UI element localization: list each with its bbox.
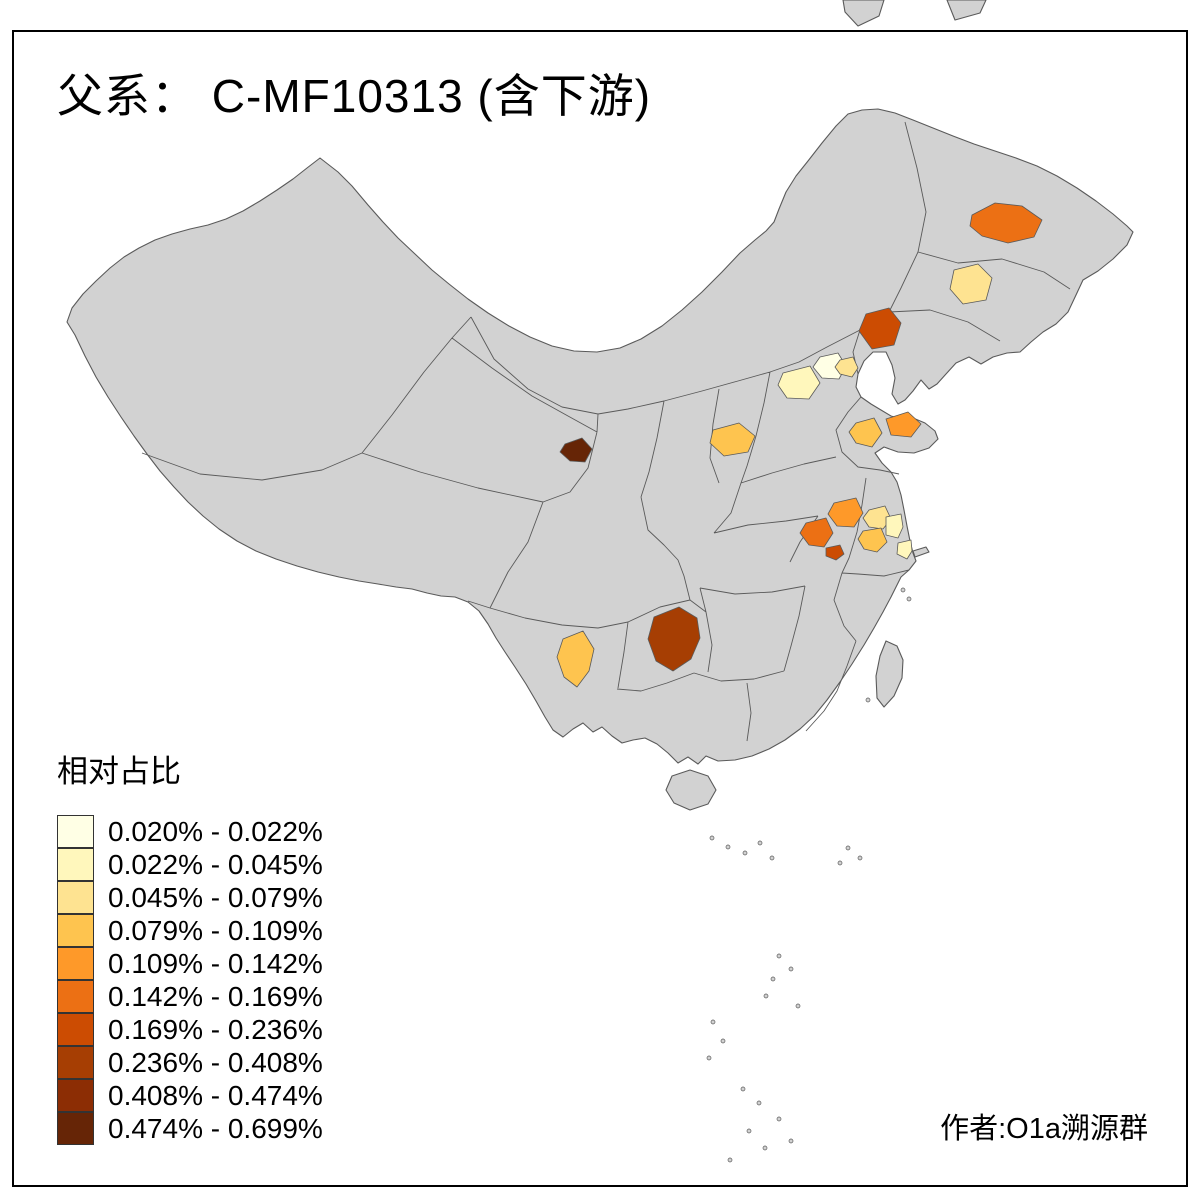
legend: 相对占比 0.020% - 0.022% 0.022% - 0.045% 0.045…: [57, 746, 323, 1145]
legend-label: 0.020% - 0.022%: [108, 815, 323, 847]
attribution: 作者:O1a溯源群: [940, 1113, 1148, 1145]
island-dot: [763, 993, 769, 999]
legend-swatch: [57, 1079, 94, 1112]
legend-entries: 0.020% - 0.022% 0.022% - 0.045% 0.045% - 0…: [57, 815, 323, 1145]
legend-entry: 0.142% - 0.169%: [57, 980, 323, 1013]
legend-swatch: [57, 815, 94, 848]
legend-swatch: [57, 1013, 94, 1046]
sea-islands: [706, 587, 912, 1163]
region-anhui-west: [799, 517, 834, 548]
hainan-island: [665, 769, 717, 811]
region-henan-north: [709, 422, 756, 457]
legend-title: 相对占比: [57, 754, 181, 789]
region-beijing: [812, 352, 847, 380]
legend-label: 0.109% - 0.142%: [108, 947, 323, 979]
region-heilongjiang-west: [969, 202, 1043, 244]
legend-swatch: [57, 947, 94, 980]
island-dot: [776, 953, 782, 959]
legend-label: 0.474% - 0.699%: [108, 1112, 323, 1144]
legend-entry: 0.169% - 0.236%: [57, 1013, 323, 1046]
region-qinghai-east: [559, 437, 593, 463]
legend-label: 0.236% - 0.408%: [108, 1046, 323, 1078]
region-hebei-central: [777, 365, 821, 400]
map-fragment: [842, 0, 885, 27]
island-dot: [720, 1038, 726, 1044]
island-dot: [788, 1138, 794, 1144]
legend-entry: 0.109% - 0.142%: [57, 947, 323, 980]
region-tangshan-area: [834, 356, 859, 378]
island-dot: [865, 697, 871, 703]
island-dot: [762, 1145, 768, 1151]
highlighted-prefectures: [556, 202, 1043, 688]
island-dot: [845, 845, 851, 851]
island-dot: [770, 976, 776, 982]
region-jiangsu-central: [862, 505, 892, 530]
legend-entry: 0.236% - 0.408%: [57, 1046, 323, 1079]
island-dot: [725, 844, 731, 850]
legend-entry: 0.474% - 0.699%: [57, 1112, 323, 1145]
region-jiangsu-east: [885, 513, 904, 539]
province-borders: [141, 121, 1071, 742]
island-dot: [740, 1086, 746, 1092]
legend-entry: 0.408% - 0.474%: [57, 1079, 323, 1112]
region-yunnan-central: [556, 630, 595, 688]
legend-label: 0.169% - 0.236%: [108, 1013, 323, 1045]
legend-label: 0.022% - 0.045%: [108, 848, 323, 880]
legend-entry: 0.045% - 0.079%: [57, 881, 323, 914]
china-mainland: [66, 108, 1134, 765]
island-dot: [757, 840, 763, 846]
region-heilongjiang-south: [949, 263, 993, 305]
legend-label: 0.408% - 0.474%: [108, 1079, 323, 1111]
legend-swatch: [57, 1046, 94, 1079]
province-border-lines: [141, 121, 1071, 742]
region-liaoning-west: [858, 307, 902, 350]
mainland-group: [66, 108, 1134, 811]
island-dot: [900, 587, 906, 593]
island-dot: [776, 1116, 782, 1122]
region-anhui-south: [825, 544, 845, 561]
island-dot: [788, 966, 794, 972]
legend-label: 0.045% - 0.079%: [108, 881, 323, 913]
island-dot: [742, 850, 748, 856]
region-shandong-peninsula: [885, 411, 922, 438]
legend-swatch: [57, 1112, 94, 1145]
island-dot: [710, 1019, 716, 1025]
region-shandong-west: [848, 417, 883, 448]
island-dot: [769, 855, 775, 861]
legend-entry: 0.022% - 0.045%: [57, 848, 323, 881]
island-dot: [795, 1003, 801, 1009]
legend-swatch: [57, 848, 94, 881]
island-dot: [837, 860, 843, 866]
island-dot: [727, 1157, 733, 1163]
legend-swatch: [57, 881, 94, 914]
legend-entry: 0.079% - 0.109%: [57, 914, 323, 947]
island-dot: [756, 1100, 762, 1106]
map-fragments: [842, 0, 987, 27]
legend-label: 0.079% - 0.109%: [108, 914, 323, 946]
legend-label: 0.142% - 0.169%: [108, 980, 323, 1012]
region-guizhou-north: [647, 606, 701, 672]
island-dot: [746, 1128, 752, 1134]
region-anhui-central: [827, 497, 864, 528]
region-shanghai-area: [896, 539, 913, 560]
island-dot: [906, 596, 912, 602]
map-fragment: [946, 0, 987, 21]
region-jiangsu-south: [857, 527, 888, 553]
legend-swatch: [57, 914, 94, 947]
island-dot: [706, 1055, 712, 1061]
page-title: 父系： C-MF10313 (含下游): [57, 70, 652, 122]
chongming-island: [912, 546, 930, 558]
legend-entry: 0.020% - 0.022%: [57, 815, 323, 848]
legend-swatch: [57, 980, 94, 1013]
island-dot: [709, 835, 715, 841]
island-dot: [857, 855, 863, 861]
taiwan-island: [875, 640, 904, 708]
